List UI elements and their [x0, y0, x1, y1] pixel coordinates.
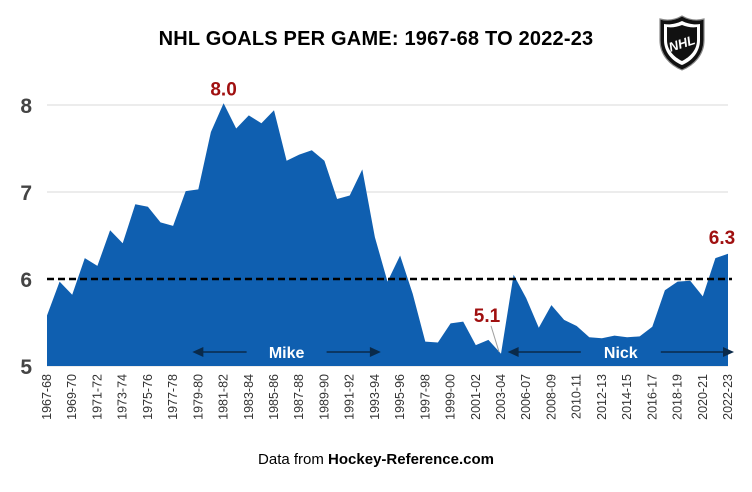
source-note: Data from Hockey-Reference.com — [0, 451, 752, 468]
goals-per-game-area — [47, 103, 728, 367]
era-mike: Mike — [192, 345, 381, 362]
nhl-shield-icon: NHL — [659, 15, 705, 71]
x-tick-label: 1983-84 — [242, 374, 256, 420]
x-tick-label: 2016-17 — [645, 374, 659, 420]
x-tick-label: 2003-04 — [494, 374, 508, 420]
x-tick-label: 1973-74 — [116, 374, 130, 420]
x-tick-label: 1997-98 — [418, 374, 432, 420]
x-tick-label: 2022-23 — [721, 374, 735, 420]
era-nick: Nick — [507, 345, 734, 362]
era-arrows: Mike Nick — [192, 345, 734, 362]
y-tick-label: 5 — [20, 356, 32, 379]
annotation-leader — [490, 325, 500, 352]
x-tick-label: 1969-70 — [65, 374, 79, 420]
x-axis-ticks: 1967-68 1969-70 1971-72 1973-74 1975-76 1977-… — [40, 374, 735, 420]
source-name: Hockey-Reference.com — [328, 451, 494, 468]
x-tick-label: 1999-00 — [444, 374, 458, 420]
annotation-label: 8.0 — [210, 79, 236, 100]
era-arrowhead-left — [507, 347, 519, 357]
x-tick-label: 1975-76 — [141, 374, 155, 420]
y-tick-label: 8 — [20, 95, 32, 118]
y-tick-label: 6 — [20, 269, 32, 292]
x-tick-label: 2018-19 — [671, 374, 685, 420]
x-tick-label: 1987-88 — [292, 374, 306, 420]
x-tick-label: 2010-11 — [570, 374, 584, 419]
x-tick-label: 1995-96 — [393, 374, 407, 420]
y-axis-ticks: 5 6 7 8 — [20, 95, 32, 379]
annotation-label: 5.1 — [474, 306, 501, 327]
x-tick-label: 2020-21 — [696, 374, 710, 420]
y-tick-label: 7 — [20, 182, 32, 205]
x-tick-label: 1993-94 — [368, 374, 382, 420]
x-tick-label: 2008-09 — [544, 374, 558, 420]
x-tick-label: 1967-68 — [40, 374, 54, 420]
x-tick-label: 1977-78 — [166, 374, 180, 420]
source-prefix: Data from — [258, 451, 329, 468]
x-tick-label: 2014-15 — [620, 374, 634, 420]
x-tick-label: 2012-13 — [595, 374, 609, 420]
x-tick-label: 1991-92 — [343, 374, 357, 420]
x-tick-label: 1979-80 — [191, 374, 205, 420]
x-tick-label: 1985-86 — [267, 374, 281, 420]
annotation-label: 6.3 — [709, 228, 735, 249]
chart-title: NHL GOALS PER GAME: 1967-68 TO 2022-23 — [158, 28, 594, 50]
x-tick-label: 2001-02 — [469, 374, 483, 420]
data-annotations: 8.0 5.1 6.3 — [210, 79, 735, 352]
era-arrowhead-right — [723, 347, 734, 357]
era-arrowhead-right — [369, 347, 381, 357]
x-tick-label: 1971-72 — [90, 374, 104, 420]
x-tick-label: 2006-07 — [519, 374, 533, 420]
x-tick-label: 1981-82 — [217, 374, 231, 420]
era-arrowhead-left — [192, 347, 204, 357]
era-label: Mike — [269, 345, 305, 362]
x-tick-label: 1989-90 — [317, 374, 331, 420]
era-label: Nick — [604, 345, 638, 362]
